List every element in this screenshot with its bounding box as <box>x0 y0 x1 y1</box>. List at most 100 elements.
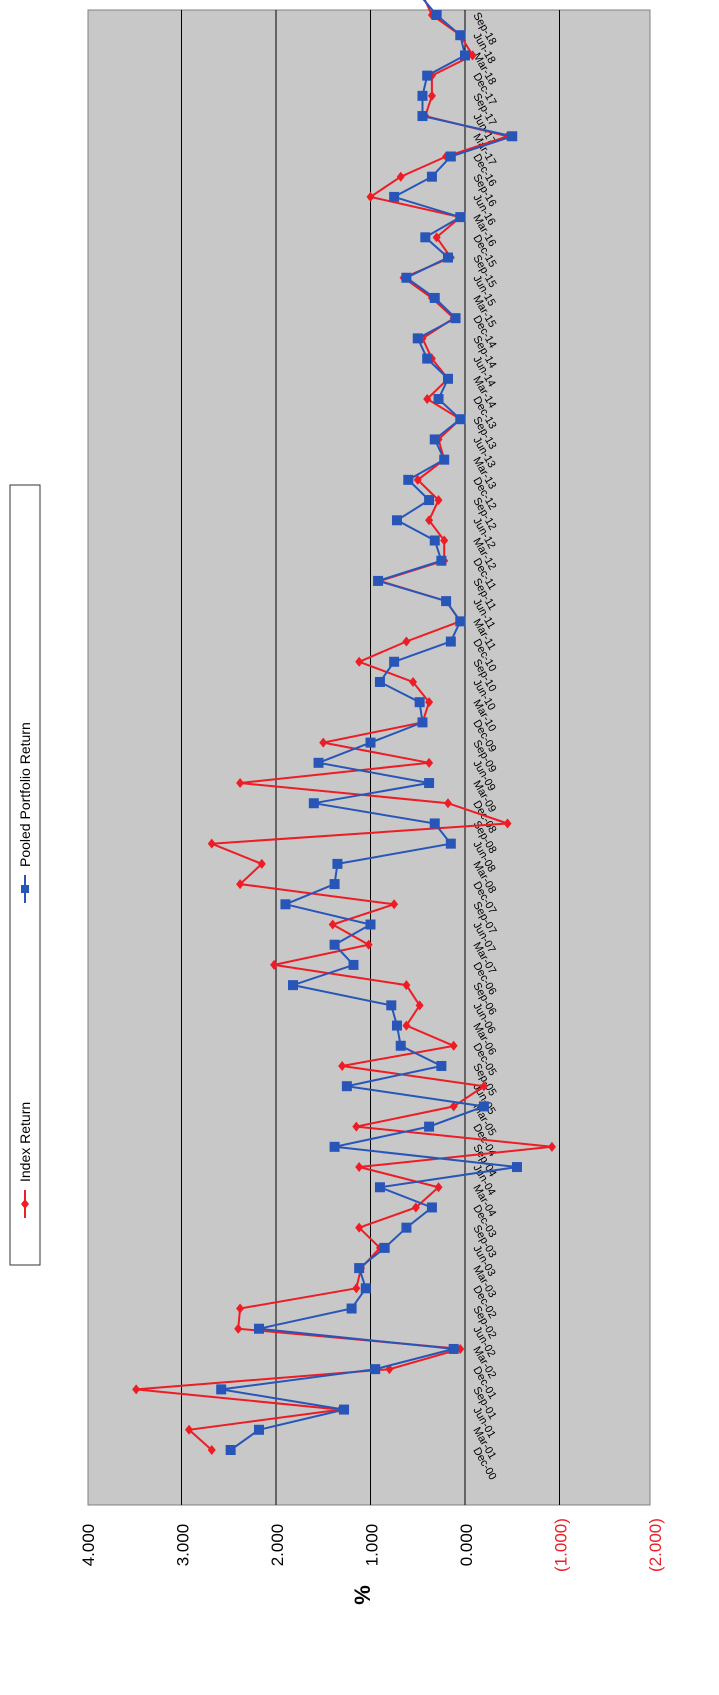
data-point <box>313 757 324 768</box>
data-point <box>234 1323 243 1334</box>
data-point <box>236 1303 245 1314</box>
data-point <box>185 1424 194 1435</box>
legend-label: Index Return <box>17 1102 33 1182</box>
data-point <box>355 656 364 667</box>
data-point <box>434 495 443 506</box>
data-point <box>386 1000 397 1011</box>
data-point <box>332 858 343 869</box>
data-point <box>364 939 373 950</box>
data-point <box>414 697 425 708</box>
data-point <box>216 1384 227 1395</box>
data-point <box>427 90 436 101</box>
data-point <box>257 858 266 869</box>
data-point <box>396 171 405 182</box>
value-tick-label: 1.000 <box>363 1524 382 1567</box>
value-tick-label: 0.000 <box>457 1524 476 1567</box>
data-point <box>420 232 431 243</box>
data-point <box>352 1283 361 1294</box>
data-point <box>455 212 466 223</box>
data-point <box>424 495 435 506</box>
data-point <box>436 1060 447 1071</box>
series-lines <box>132 0 556 1455</box>
data-point <box>440 535 449 546</box>
data-point <box>270 959 279 970</box>
data-point <box>507 131 518 142</box>
data-point <box>319 737 328 748</box>
data-point <box>348 959 359 970</box>
data-point <box>389 191 400 202</box>
data-point <box>445 636 456 647</box>
legend-marker <box>21 885 29 893</box>
data-point <box>455 616 466 627</box>
legend-item: Pooled Portfolio Return <box>17 722 33 903</box>
data-point <box>253 1323 264 1334</box>
data-point <box>389 656 400 667</box>
data-point <box>411 1202 420 1213</box>
data-point <box>417 111 428 122</box>
data-point <box>402 1020 411 1031</box>
data-point <box>207 838 216 849</box>
data-point <box>547 1141 556 1152</box>
data-point <box>478 1101 489 1112</box>
data-point <box>253 1424 264 1435</box>
data-point <box>338 1060 347 1071</box>
data-point <box>429 292 440 303</box>
gridlines <box>181 10 560 1505</box>
data-point <box>288 980 299 991</box>
data-point <box>360 1283 371 1294</box>
data-point <box>429 818 440 829</box>
data-point <box>425 757 434 768</box>
data-point <box>207 1445 216 1455</box>
data-point <box>346 1303 357 1314</box>
data-point <box>390 899 399 910</box>
value-tick-label: 3.000 <box>174 1524 193 1567</box>
data-point <box>460 50 470 61</box>
data-point <box>366 191 375 202</box>
value-tick-label: 2.000 <box>268 1524 287 1567</box>
data-point <box>445 838 456 849</box>
data-point <box>511 1162 522 1173</box>
data-point <box>445 151 456 162</box>
legend-marker <box>21 1199 29 1209</box>
data-point <box>379 1242 390 1253</box>
data-point <box>329 879 340 890</box>
data-point <box>401 272 412 283</box>
data-point <box>423 394 432 405</box>
data-point <box>280 899 291 910</box>
data-point <box>425 697 434 708</box>
data-point <box>434 1182 443 1193</box>
data-point <box>341 1081 352 1092</box>
data-point <box>339 1404 350 1415</box>
data-point <box>354 1263 365 1274</box>
data-point <box>429 434 440 445</box>
legend-label: Pooled Portfolio Return <box>17 722 33 867</box>
data-point <box>455 414 466 425</box>
data-point <box>328 919 337 930</box>
data-point <box>355 1222 364 1233</box>
data-point <box>449 1101 458 1112</box>
data-point <box>329 939 340 950</box>
data-point <box>442 252 453 263</box>
data-point <box>422 70 433 81</box>
data-point <box>329 1141 340 1152</box>
value-axis-tick-labels: 4.000 3.000 2.000 1.000 0.000 (1.000) (2.000) <box>79 1518 665 1572</box>
data-point <box>370 1364 381 1375</box>
data-point <box>422 353 433 364</box>
data-point <box>403 474 414 485</box>
data-point <box>225 1445 236 1455</box>
value-tick-label: 4.000 <box>79 1524 98 1567</box>
data-point <box>236 879 245 890</box>
data-point <box>409 676 418 687</box>
value-tick-label: (1.000) <box>552 1518 571 1572</box>
data-point <box>352 1121 361 1132</box>
data-point <box>503 818 512 829</box>
data-point <box>413 474 422 485</box>
data-point <box>424 778 435 789</box>
data-point <box>365 919 376 930</box>
data-point <box>441 596 452 607</box>
data-point <box>355 1162 364 1173</box>
data-point <box>417 90 428 101</box>
legend-item: Index Return <box>17 1102 33 1218</box>
